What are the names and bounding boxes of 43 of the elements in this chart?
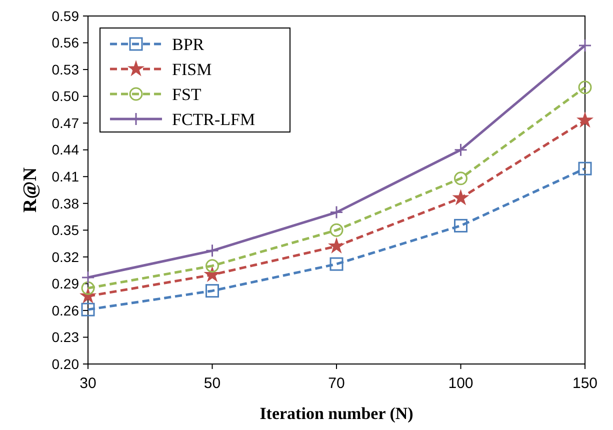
legend-label: BPR <box>172 34 205 54</box>
y-tick-label: 0.50 <box>52 88 80 104</box>
point <box>81 281 95 295</box>
legend-label: FCTR-LFM <box>172 110 256 129</box>
x-tick-label: 150 <box>572 375 598 392</box>
y-tick-label: 0.53 <box>52 61 80 78</box>
x-tick-label: 50 <box>204 375 221 392</box>
x-axis-title: Iteration number (N) <box>260 404 414 423</box>
y-tick-label: 0.47 <box>52 114 80 131</box>
point <box>452 189 470 206</box>
legend-label: FST <box>172 84 202 104</box>
legend-label: FISM <box>172 60 212 79</box>
y-tick-label: 0.26 <box>52 302 80 318</box>
y-axis-title: R@N <box>20 167 41 213</box>
y-tick-label: 0.38 <box>52 195 80 212</box>
point <box>454 143 468 157</box>
point <box>578 38 592 52</box>
y-tick-label: 0.20 <box>52 356 80 372</box>
point <box>330 206 344 220</box>
point <box>576 111 594 128</box>
point <box>330 257 344 271</box>
point <box>578 80 592 94</box>
y-tick-label: 0.23 <box>52 329 80 346</box>
point <box>206 259 219 273</box>
point <box>454 172 468 186</box>
y-tick-label: 0.32 <box>52 248 80 265</box>
point <box>330 223 344 237</box>
x-tick-label: 70 <box>328 375 345 392</box>
point <box>81 270 95 284</box>
point <box>206 244 219 258</box>
y-tick-label: 0.59 <box>52 8 80 24</box>
y-tick-label: 0.29 <box>52 276 80 292</box>
point <box>206 284 219 298</box>
x-tick-label: 100 <box>448 375 474 392</box>
y-tick-label: 0.56 <box>52 34 80 51</box>
y-tick-label: 0.44 <box>52 142 80 158</box>
point <box>578 162 592 176</box>
point <box>328 237 346 254</box>
y-tick-label: 0.35 <box>52 222 80 238</box>
x-tick-label: 30 <box>80 375 96 392</box>
point <box>81 302 95 316</box>
point <box>454 218 468 232</box>
y-tick-label: 0.41 <box>52 168 80 185</box>
